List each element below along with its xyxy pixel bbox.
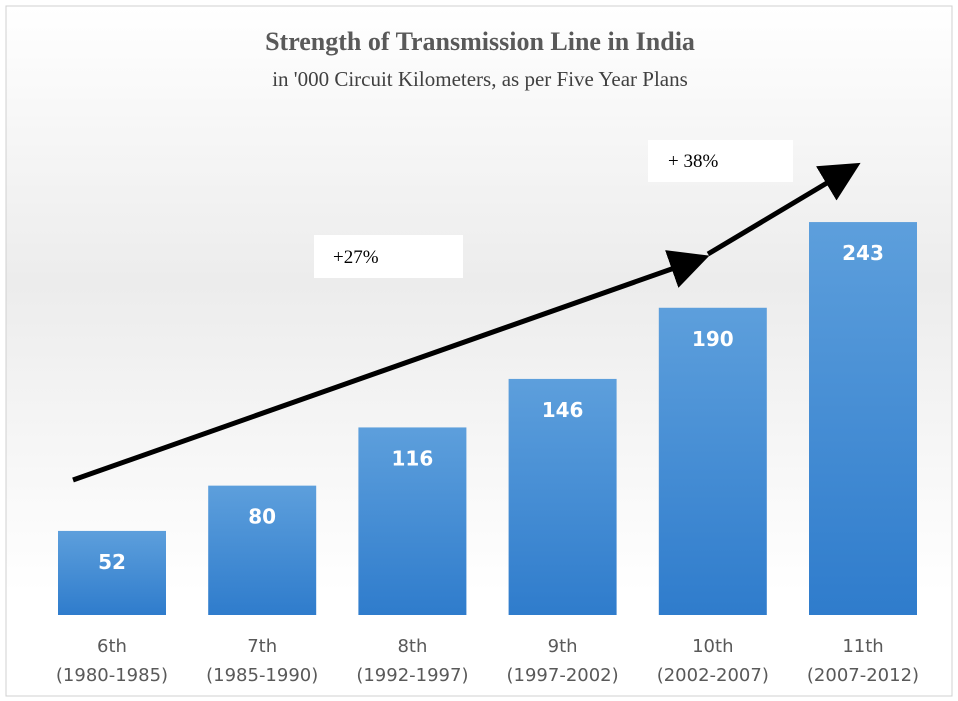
x-tick-label: 8th bbox=[397, 636, 427, 657]
x-tick-label: (2002-2007) bbox=[657, 665, 769, 686]
value-label: 243 bbox=[842, 241, 884, 265]
x-tick-label: (1992-1997) bbox=[356, 665, 468, 686]
x-tick-label: (1997-2002) bbox=[507, 665, 619, 686]
x-tick-label: (1980-1985) bbox=[56, 665, 168, 686]
x-tick-label: 10th bbox=[692, 636, 733, 657]
chart-title: Strength of Transmission Line in India bbox=[265, 27, 695, 56]
value-label: 146 bbox=[542, 398, 584, 422]
x-tick-label: 9th bbox=[548, 636, 578, 657]
bar bbox=[658, 307, 767, 615]
value-label: 52 bbox=[98, 550, 126, 574]
bar bbox=[58, 530, 166, 615]
bar bbox=[809, 222, 917, 615]
chart-subtitle: in '000 Circuit Kilometers, as per Five … bbox=[272, 67, 688, 91]
x-tick-label: 7th bbox=[247, 636, 277, 657]
x-tick-label: 6th bbox=[97, 636, 127, 657]
bar bbox=[508, 378, 617, 615]
annotation-box bbox=[314, 235, 463, 278]
bar bbox=[358, 427, 467, 615]
value-label: 190 bbox=[692, 327, 734, 351]
annotation-box bbox=[648, 140, 793, 182]
annotation: + 38% bbox=[668, 151, 718, 172]
trend-arrow bbox=[706, 162, 861, 257]
x-tick-label: (2007-2012) bbox=[807, 665, 919, 686]
value-label: 116 bbox=[392, 446, 434, 470]
annotation: +27% bbox=[333, 247, 379, 268]
value-label: 80 bbox=[248, 505, 276, 529]
bars: 52 80 116 146 190 243 bbox=[58, 222, 917, 615]
x-tick-label: (1985-1990) bbox=[206, 665, 318, 686]
x-tick-label: 11th bbox=[842, 636, 883, 657]
bar bbox=[208, 485, 317, 615]
trend-arrow bbox=[72, 250, 710, 483]
